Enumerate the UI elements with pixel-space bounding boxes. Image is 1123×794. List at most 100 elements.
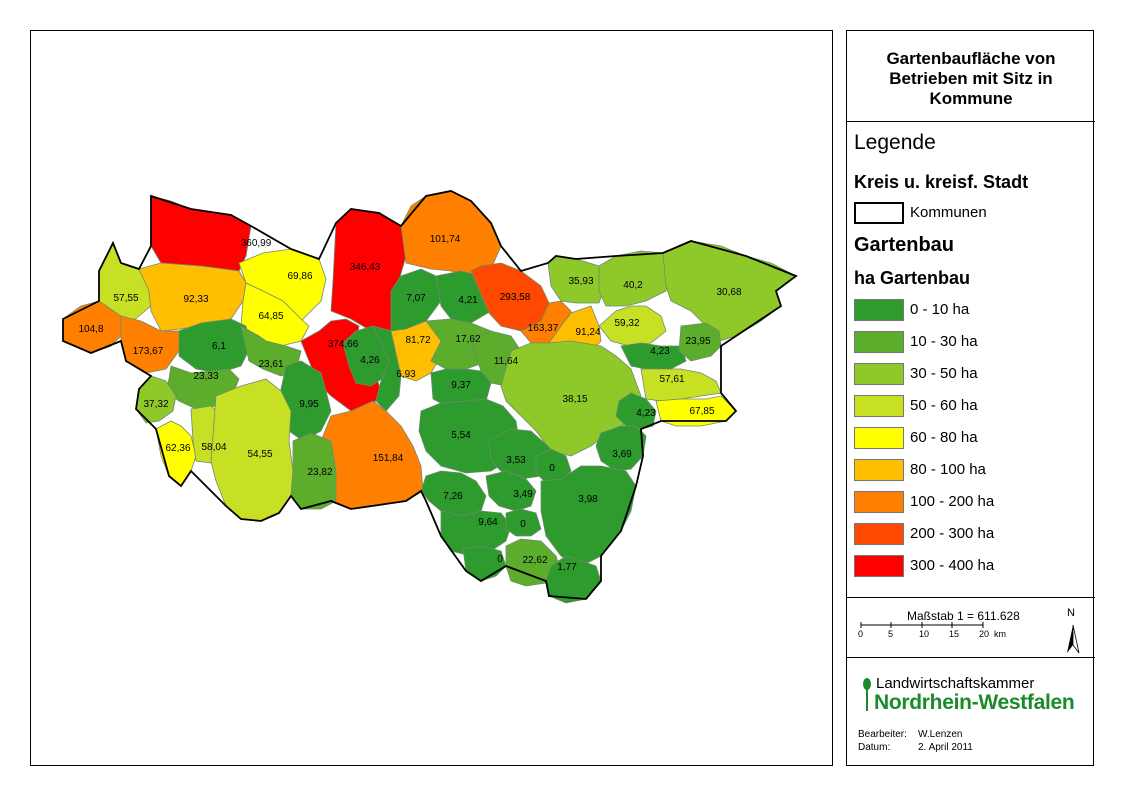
municipality-value-label: 59,32 [614,318,639,329]
municipality-value-label: 92,33 [183,294,208,305]
municipality-value-label: 81,72 [405,335,430,346]
municipality-value-label: 0 [549,463,555,474]
municipality-region[interactable] [485,470,537,512]
author-value: W.Lenzen [918,729,963,740]
legend-swatch [854,427,904,449]
scale-tick-label: 5 [888,629,894,639]
municipality-value-label: 54,55 [247,449,272,460]
municipality-value-label: 4,23 [650,346,670,357]
scale-label: Maßstab 1 = 611.628 [907,609,1020,623]
legend-swatch [854,331,904,353]
legend-class-label: 0 - 10 ha [910,301,970,318]
municipality-region[interactable] [598,305,667,347]
municipality-region[interactable] [678,322,722,362]
municipality-region[interactable] [290,432,337,510]
municipality-value-label: 62,36 [165,443,190,454]
district-outline [62,190,798,600]
municipality-value-label: 5,54 [451,430,471,441]
municipality-value-label: 0 [497,554,503,565]
legend-swatch [854,459,904,481]
boundary-heading: Kreis u. kreisf. Stadt [854,172,1029,192]
legend-class-label: 10 - 30 ha [910,333,978,350]
municipality-value-label: 7,07 [406,293,426,304]
north-arrow-icon [1067,624,1080,654]
scale-tick-label: 10 [919,629,930,639]
municipality-region[interactable] [598,250,674,307]
author-label: Bearbeiter: [858,729,907,740]
municipality-value-label: 57,61 [659,374,684,385]
municipality-region[interactable] [155,420,197,487]
legend-class-label: 60 - 80 ha [910,429,978,446]
municipality-region[interactable] [240,282,310,347]
municipality-value-label: 17,62 [455,334,480,345]
legend-heading: Legende [854,131,936,154]
municipality-value-label: 346,43 [350,262,381,273]
municipality-value-label: 23,95 [685,336,710,347]
municipality-value-label: 0 [520,519,526,530]
municipality-value-label: 104,8 [78,324,103,335]
date-value: 2. April 2011 [918,742,973,753]
scale-unit: km [994,629,1006,639]
municipality-region[interactable] [615,392,657,430]
municipality-value-label: 37,32 [143,399,168,410]
municipality-region[interactable] [505,508,542,537]
legend-class-label: 300 - 400 ha [910,557,995,574]
municipality-value-label: 11,64 [494,356,519,367]
municipality-value-label: 58,04 [201,442,226,453]
municipality-region[interactable] [540,465,637,567]
municipality-value-label: 374,66 [328,339,359,350]
legend-swatch [854,491,904,513]
municipality-value-label: 101,74 [430,234,461,245]
municipality-value-label: 3,69 [612,449,632,460]
municipality-value-label: 9,95 [299,399,319,410]
municipality-value-label: 6,93 [396,369,416,380]
municipality-value-label: 57,55 [113,293,138,304]
legend-class-label: 80 - 100 ha [910,461,986,478]
municipality-region[interactable] [620,342,687,370]
municipality-value-label: 23,61 [258,359,283,370]
logo-line2: Nordrhein-Westfalen [874,691,1075,714]
map-canvas[interactable]: 360,99 346,43 101,74 69,86 57,55 92,33 64,85 7,… [31,31,834,767]
scale-tick-label: 20 [979,629,990,639]
boundary-swatch [854,202,904,224]
legend-swatch [854,363,904,385]
scale-bar [860,622,1080,654]
legend-class-label: 100 - 200 ha [910,493,995,510]
municipality-value-label: 35,93 [568,276,593,287]
legend-panel: Gartenbaufläche von Betrieben mit Sitz i… [846,30,1095,766]
municipality-value-label: 4,23 [636,408,656,419]
scale-tick-label: 15 [949,629,960,639]
municipality-value-label: 22,62 [522,555,547,566]
municipality-value-label: 163,37 [528,323,559,334]
divider [847,121,1095,122]
legend-swatch [854,555,904,577]
municipality-region[interactable] [595,425,647,472]
municipality-value-label: 7,26 [443,491,463,502]
municipality-region[interactable] [150,195,252,272]
municipality-value-label: 6,1 [212,341,226,352]
map-frame: 360,99 346,43 101,74 69,86 57,55 92,33 64,85 7,… [30,30,833,766]
municipality-value-label: 38,15 [562,394,587,405]
unit-heading: ha Gartenbau [854,268,971,288]
municipality-value-label: 3,49 [513,489,533,500]
municipality-value-label: 4,26 [360,355,380,366]
map-title: Gartenbaufläche von Betrieben mit Sitz i… [886,49,1056,108]
municipality-value-label: 30,68 [716,287,741,298]
municipality-value-label: 23,82 [307,467,332,478]
legend-swatch [854,395,904,417]
municipality-region[interactable] [430,368,492,407]
municipality-value-label: 173,67 [133,346,164,357]
logo-icon [863,678,871,711]
municipality-value-label: 69,86 [287,271,312,282]
municipality-value-label: 151,84 [373,453,404,464]
municipality-value-label: 293,58 [500,292,531,303]
municipality-value-label: 9,64 [478,517,498,528]
divider [847,657,1095,658]
municipality-region[interactable] [178,318,252,374]
municipality-value-label: 67,85 [689,406,714,417]
municipality-value-label: 91,24 [575,327,600,338]
date-label: Datum: [858,742,891,753]
municipality-value-label: 3,98 [578,494,598,505]
legend-class-label: 50 - 60 ha [910,397,978,414]
municipality-region[interactable] [135,375,177,424]
